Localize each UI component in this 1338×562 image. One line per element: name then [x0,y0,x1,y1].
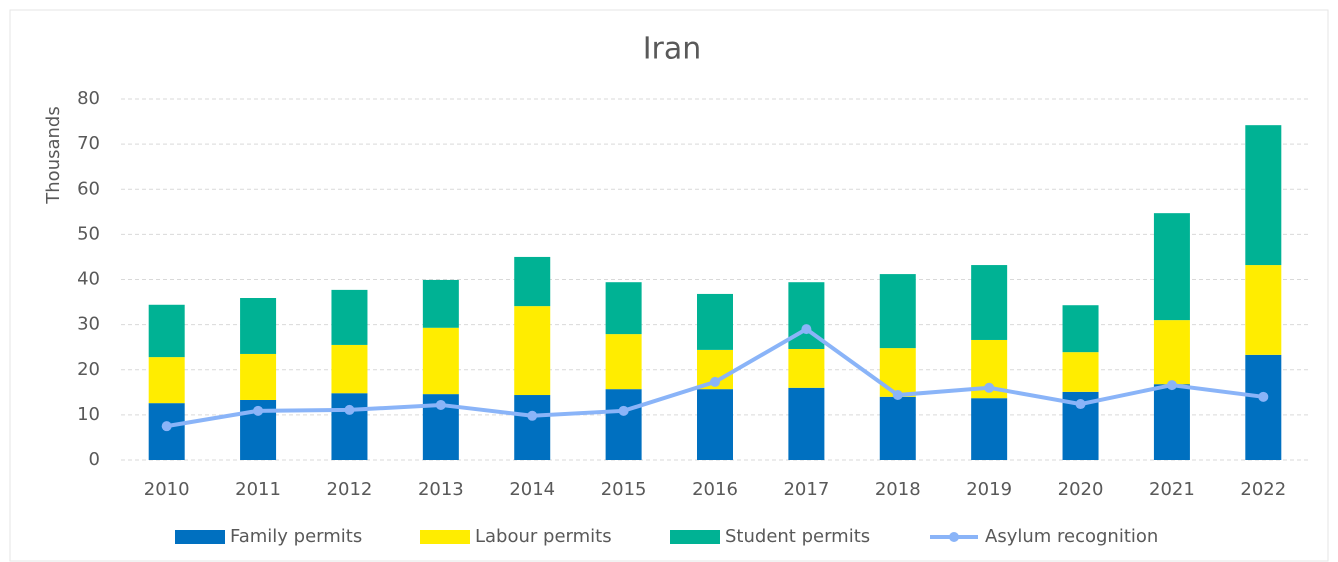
line-point [801,324,812,335]
x-tick-label: 2019 [966,479,1012,500]
line-point [1258,391,1269,402]
y-tick-label: 20 [77,359,100,380]
legend-label: Student permits [725,526,870,547]
line-point [1166,380,1177,391]
line-point [710,376,720,387]
bar-segment [1153,384,1190,460]
bar-segment [879,348,916,397]
bar-segment [971,265,1008,340]
line-point [435,399,446,410]
legend-label: Asylum recognition [985,526,1158,547]
x-tick-label: 2020 [1058,479,1104,500]
bar-segment [1245,354,1282,460]
bar-segment [331,289,368,345]
bar-segment [240,353,277,400]
bar-segment [605,334,642,390]
y-tick-label: 70 [77,133,100,154]
line-point [984,382,995,393]
bar-segment [697,293,733,350]
line-point [253,405,264,416]
line-point [527,410,538,421]
bar-segment [605,389,642,460]
line-point [1075,399,1086,410]
x-tick-label: 2011 [235,479,281,500]
chart-border [9,9,1329,562]
bar-segment [697,389,733,460]
legend-swatch [949,532,959,542]
bar-segment [1245,265,1282,355]
bar-segment [788,348,825,388]
bar-segment [148,304,185,358]
bar-segment [879,396,916,460]
bar-segment [1153,320,1190,385]
y-tick-label: 10 [77,404,100,425]
line-point [344,404,355,415]
x-tick-label: 2022 [1240,479,1286,500]
bar-segment [331,344,368,394]
bar-segment [514,256,551,307]
x-tick-label: 2015 [601,479,647,500]
bar-segment [514,306,551,396]
x-tick-label: 2018 [875,479,921,500]
legend-label: Labour permits [475,526,612,547]
y-axis-label: Thousands [43,106,64,204]
bar-segment [1245,125,1282,266]
y-tick-label: 0 [89,449,100,470]
legend-label: Family permits [230,526,362,547]
y-tick-label: 50 [77,223,100,244]
bar-segment [788,387,825,460]
bar-segment [331,393,368,460]
bar-segment [1062,352,1099,392]
line-point [618,405,629,416]
bar-segment [971,398,1008,460]
x-tick-label: 2014 [509,479,555,500]
x-tick-label: 2012 [327,479,373,500]
legend-swatch [670,530,720,544]
bar-segment [1062,305,1099,353]
bar-segment [514,395,551,460]
legend-swatch [420,530,470,544]
x-tick-label: 2010 [144,479,190,500]
legend-swatch [175,530,225,544]
bar-segment [148,403,185,460]
bar-segment [422,279,459,328]
y-tick-label: 60 [77,178,100,199]
x-tick-label: 2016 [692,479,738,500]
bar-segment [240,298,277,354]
bar-segment [605,282,642,335]
x-tick-label: 2021 [1149,479,1195,500]
line-point [161,421,172,432]
x-tick-label: 2017 [783,479,829,500]
x-tick-label: 2013 [418,479,464,500]
bar-segment [148,357,185,404]
bar-segment [1153,213,1190,321]
bar-segment [422,327,459,395]
y-tick-label: 30 [77,314,100,335]
line-point [892,390,903,401]
y-tick-label: 40 [77,269,100,290]
y-tick-label: 80 [77,88,100,109]
bar-segment [879,274,916,349]
chart-title: Iran [643,32,702,67]
